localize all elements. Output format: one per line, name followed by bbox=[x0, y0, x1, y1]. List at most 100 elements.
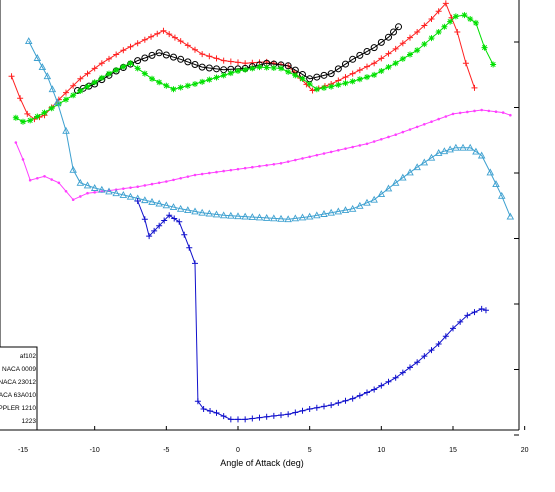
data-point bbox=[134, 40, 141, 47]
data-point bbox=[220, 413, 227, 420]
data-point bbox=[406, 34, 413, 41]
data-point bbox=[414, 359, 421, 366]
data-point bbox=[447, 18, 454, 25]
data-point bbox=[349, 395, 356, 402]
data-point bbox=[170, 86, 177, 93]
x-tick-label: 20 bbox=[521, 447, 529, 454]
data-point bbox=[390, 28, 398, 36]
data-point bbox=[27, 117, 34, 124]
data-point bbox=[84, 83, 91, 90]
data-point bbox=[63, 89, 70, 96]
data-point bbox=[43, 72, 52, 80]
series-path bbox=[15, 14, 494, 123]
data-point bbox=[57, 181, 61, 185]
data-point bbox=[334, 65, 342, 73]
data-point bbox=[270, 214, 278, 222]
data-point bbox=[71, 198, 75, 201]
data-point bbox=[192, 81, 199, 87]
data-point bbox=[286, 160, 290, 163]
data-point bbox=[342, 80, 349, 87]
data-point bbox=[79, 195, 82, 198]
data-point bbox=[421, 22, 428, 29]
data-point bbox=[176, 218, 183, 225]
data-point bbox=[414, 47, 421, 54]
data-point bbox=[501, 111, 505, 114]
data-point bbox=[406, 51, 413, 58]
data-point bbox=[509, 113, 512, 117]
data-point bbox=[212, 210, 221, 218]
data-point bbox=[406, 364, 413, 371]
data-point bbox=[335, 81, 342, 88]
data-point bbox=[341, 60, 349, 68]
data-point bbox=[186, 175, 190, 178]
data-point bbox=[229, 168, 233, 172]
data-point bbox=[372, 140, 376, 143]
data-point bbox=[36, 176, 39, 180]
data-point bbox=[478, 305, 485, 312]
data-point bbox=[356, 76, 363, 83]
data-point bbox=[320, 403, 327, 410]
data-point bbox=[199, 51, 206, 58]
data-point bbox=[335, 399, 342, 406]
data-point bbox=[442, 333, 449, 340]
data-point bbox=[163, 82, 170, 89]
data-point bbox=[428, 347, 435, 354]
data-point bbox=[313, 404, 320, 411]
data-point bbox=[120, 47, 127, 54]
data-point bbox=[370, 195, 378, 203]
data-point bbox=[458, 111, 462, 115]
data-point bbox=[8, 73, 15, 80]
data-point bbox=[440, 147, 449, 155]
data-point bbox=[263, 64, 270, 71]
data-point bbox=[154, 30, 161, 37]
data-point bbox=[349, 55, 357, 63]
data-point bbox=[306, 406, 313, 412]
data-point bbox=[179, 176, 182, 180]
legend-entry: NACA 23012 bbox=[0, 379, 36, 386]
data-point bbox=[371, 71, 378, 78]
data-point bbox=[437, 117, 440, 121]
data-point bbox=[270, 64, 277, 71]
data-point bbox=[227, 70, 234, 77]
data-point bbox=[14, 141, 18, 144]
data-point bbox=[227, 58, 234, 65]
data-point bbox=[84, 70, 91, 77]
data-point bbox=[308, 155, 311, 159]
data-point bbox=[449, 325, 456, 332]
data-point bbox=[98, 74, 105, 81]
data-point bbox=[134, 57, 142, 65]
data-point bbox=[399, 55, 406, 62]
data-point bbox=[327, 70, 335, 78]
data-point bbox=[28, 178, 32, 182]
data-point bbox=[309, 87, 316, 94]
series-path bbox=[11, 2, 475, 120]
data-point bbox=[198, 63, 206, 71]
data-point bbox=[234, 212, 242, 220]
data-point bbox=[184, 82, 191, 89]
x-tick-label: 0 bbox=[236, 447, 240, 454]
data-point bbox=[256, 64, 263, 71]
data-point bbox=[143, 184, 147, 187]
data-point bbox=[349, 70, 356, 77]
data-point bbox=[348, 204, 357, 212]
data-point bbox=[55, 100, 62, 107]
data-point bbox=[149, 75, 156, 82]
data-point bbox=[191, 61, 199, 68]
data-point bbox=[395, 23, 403, 31]
x-tick-label: 5 bbox=[308, 447, 312, 454]
data-point bbox=[161, 217, 168, 224]
data-point bbox=[150, 182, 154, 186]
data-point bbox=[193, 173, 197, 177]
data-point bbox=[313, 73, 321, 81]
data-point bbox=[399, 40, 406, 47]
data-point bbox=[270, 412, 277, 419]
data-point bbox=[430, 120, 433, 123]
data-point bbox=[420, 158, 429, 166]
data-point bbox=[207, 407, 214, 414]
data-point bbox=[194, 398, 201, 405]
data-point bbox=[299, 407, 306, 414]
data-point bbox=[172, 178, 175, 182]
data-point bbox=[177, 38, 184, 45]
data-point bbox=[427, 153, 436, 161]
